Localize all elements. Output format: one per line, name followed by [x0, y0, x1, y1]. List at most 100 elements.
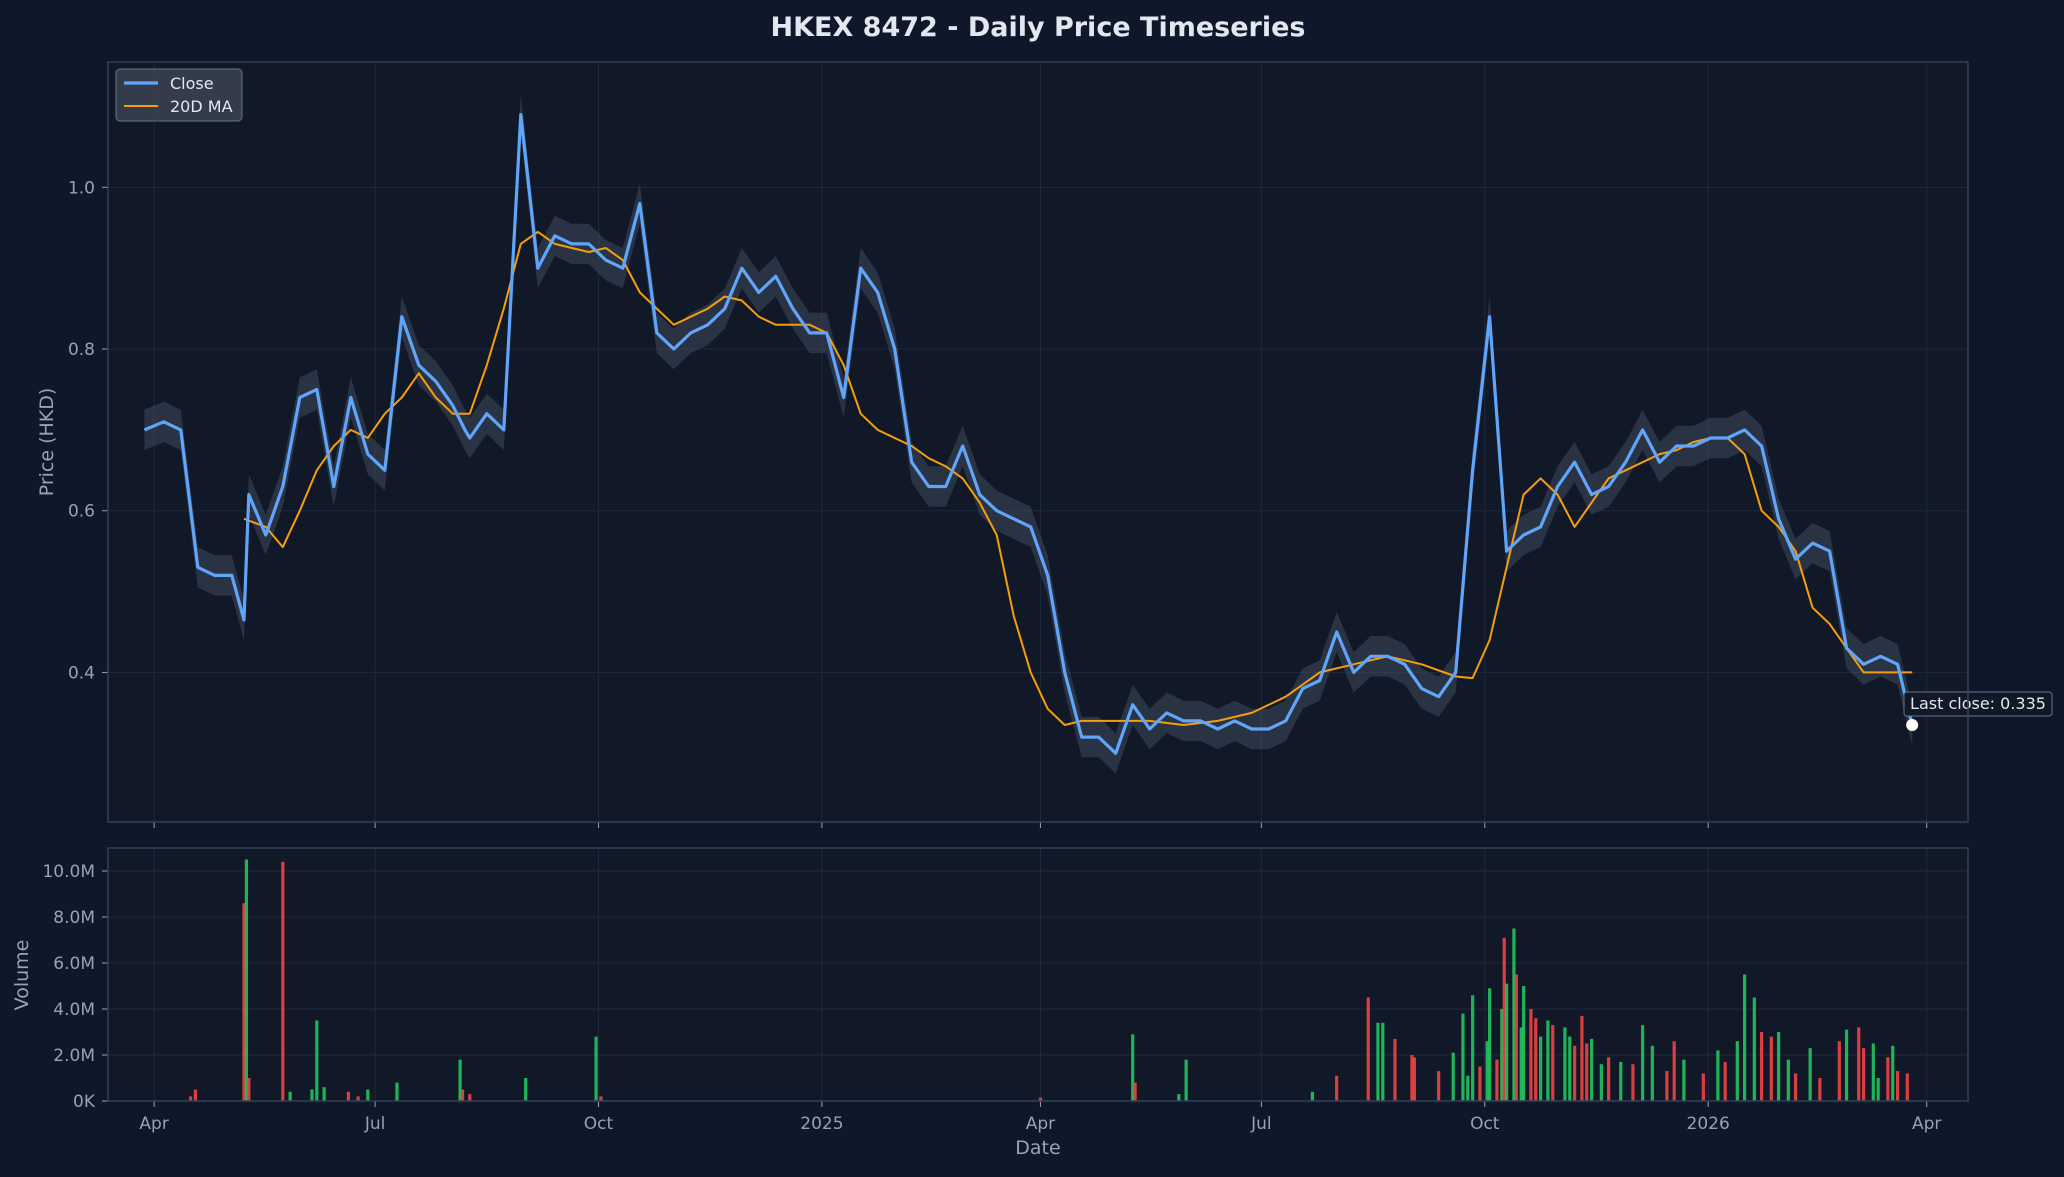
- volume-bar: [1665, 1071, 1668, 1101]
- volume-bar: [1134, 1083, 1137, 1101]
- volume-bar: [366, 1090, 369, 1102]
- volume-y-tick-label: 0K: [73, 1092, 96, 1112]
- volume-bar: [1809, 1048, 1812, 1101]
- volume-bar: [1563, 1027, 1566, 1101]
- x-tick-label: Jul: [1250, 1114, 1272, 1134]
- volume-bar: [1381, 1023, 1384, 1101]
- volume-bar: [1716, 1050, 1719, 1101]
- volume-bar: [315, 1021, 318, 1102]
- volume-bar: [1335, 1076, 1338, 1101]
- volume-bar: [1495, 1060, 1498, 1101]
- volume-bar: [1461, 1014, 1464, 1101]
- volume-bar: [1743, 975, 1746, 1102]
- volume-bar: [1413, 1057, 1416, 1101]
- volume-bar: [1568, 1037, 1571, 1101]
- volume-y-tick-label: 2.0M: [53, 1046, 95, 1066]
- price-y-tick-label: 0.4: [68, 663, 95, 683]
- volume-bar: [1437, 1071, 1440, 1101]
- volume-bar: [1682, 1060, 1685, 1101]
- volume-bar: [1546, 1021, 1549, 1102]
- volume-bar: [468, 1094, 471, 1101]
- x-tick-label: Oct: [584, 1114, 614, 1134]
- x-tick-label: Oct: [1470, 1114, 1500, 1134]
- volume-bar: [1177, 1094, 1180, 1101]
- volume-bar: [281, 862, 284, 1101]
- volume-bar: [1891, 1046, 1894, 1101]
- volume-bar: [1651, 1046, 1654, 1101]
- volume-bar: [1311, 1092, 1314, 1101]
- volume-bar: [247, 1078, 250, 1101]
- volume-bar: [1580, 1016, 1583, 1101]
- volume-bar: [1522, 986, 1525, 1101]
- volume-bar: [1877, 1078, 1880, 1101]
- volume-bar: [395, 1083, 398, 1101]
- volume-y-tick-label: 10.0M: [42, 862, 95, 882]
- volume-bar: [1551, 1025, 1554, 1101]
- volume-bar: [1488, 988, 1491, 1101]
- volume-bar: [1845, 1030, 1848, 1101]
- volume-y-axis-label: Volume: [11, 940, 33, 1011]
- volume-bar: [1607, 1057, 1610, 1101]
- price-panel: 0.4 0.6 0.8 1.0 Last close: 0.335 Close 20D MA…: [36, 62, 2052, 828]
- volume-bar: [1466, 1076, 1469, 1101]
- volume-bar: [1573, 1046, 1576, 1101]
- volume-bar: [1452, 1053, 1455, 1101]
- volume-bar: [1619, 1062, 1622, 1101]
- volume-bar: [1872, 1044, 1875, 1102]
- volume-bar: [1478, 1067, 1481, 1102]
- volume-plot-area: [108, 848, 1968, 1101]
- volume-bar: [1534, 1018, 1537, 1101]
- volume-bar: [1641, 1025, 1644, 1101]
- volume-bar: [323, 1087, 326, 1101]
- volume-bar: [1539, 1037, 1542, 1101]
- price-y-tick-label: 0.8: [68, 340, 95, 360]
- volume-bar: [1736, 1041, 1739, 1101]
- volume-bar: [1529, 1009, 1532, 1101]
- volume-bar: [1896, 1071, 1899, 1101]
- volume-y-tick-label: 4.0M: [53, 1000, 95, 1020]
- volume-y-tick-label: 8.0M: [53, 908, 95, 928]
- volume-bar: [1857, 1027, 1860, 1101]
- volume-bar: [245, 860, 248, 1102]
- volume-bar: [1702, 1073, 1705, 1101]
- volume-y-tick-label: 6.0M: [53, 954, 95, 974]
- volume-bar: [1515, 975, 1518, 1102]
- volume-bar: [1673, 1041, 1676, 1101]
- volume-bar: [194, 1090, 197, 1102]
- last-close-marker: [1906, 719, 1918, 731]
- volume-bar: [1862, 1048, 1865, 1101]
- volume-bar: [289, 1092, 292, 1101]
- volume-bar: [1590, 1039, 1593, 1101]
- volume-bar: [1760, 1032, 1763, 1101]
- legend-ma-label: 20D MA: [170, 97, 233, 116]
- volume-bar: [1393, 1039, 1396, 1101]
- price-y-axis-label: Price (HKD): [36, 388, 58, 497]
- volume-bar: [1367, 998, 1370, 1102]
- volume-bar: [1770, 1037, 1773, 1101]
- volume-bar: [1838, 1041, 1841, 1101]
- last-close-annotation: Last close: 0.335: [1910, 694, 2046, 713]
- volume-bar: [310, 1090, 313, 1102]
- volume-bar: [1777, 1032, 1780, 1101]
- chart-title: HKEX 8472 - Daily Price Timeseries: [770, 12, 1305, 43]
- x-tick-label: Jul: [364, 1114, 386, 1134]
- x-tick-label: Apr: [139, 1114, 168, 1134]
- price-y-tick-label: 0.6: [68, 502, 95, 522]
- volume-bar: [1585, 1044, 1588, 1102]
- price-y-tick-label: 1.0: [68, 178, 95, 198]
- volume-bar: [1886, 1057, 1889, 1101]
- volume-bar: [524, 1078, 527, 1101]
- volume-bar: [1600, 1064, 1603, 1101]
- volume-bar: [1505, 984, 1508, 1101]
- volume-bar: [1794, 1073, 1797, 1101]
- volume-bar: [1185, 1060, 1188, 1101]
- x-axis-label: Date: [1015, 1137, 1060, 1159]
- x-tick-label: Apr: [1912, 1114, 1941, 1134]
- legend-close-label: Close: [170, 74, 214, 93]
- volume-bar: [347, 1092, 350, 1101]
- x-tick-label: 2026: [1687, 1114, 1730, 1134]
- volume-bar: [1787, 1060, 1790, 1101]
- volume-bar: [461, 1090, 464, 1102]
